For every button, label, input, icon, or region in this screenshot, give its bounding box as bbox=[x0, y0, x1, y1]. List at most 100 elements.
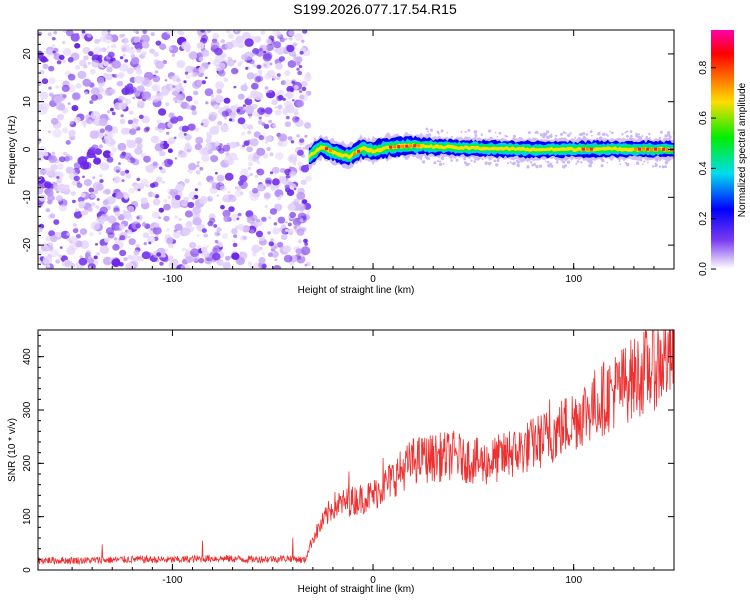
y-tick-label: 10 bbox=[22, 96, 33, 108]
noise-speckle bbox=[124, 59, 129, 63]
noise-speckle bbox=[201, 49, 210, 57]
noise-speckle bbox=[93, 189, 99, 194]
noise-speckle bbox=[141, 41, 150, 49]
noise-speckle bbox=[88, 51, 94, 57]
noise-speckle bbox=[198, 56, 204, 62]
noise-speckle bbox=[277, 241, 283, 247]
signal-fringe-dot bbox=[493, 159, 497, 163]
signal-fringe-dot bbox=[426, 157, 428, 160]
noise-speckle bbox=[82, 46, 91, 55]
noise-speckle bbox=[214, 239, 219, 244]
noise-speckle bbox=[107, 51, 115, 58]
noise-speckle bbox=[133, 36, 142, 44]
noise-speckle bbox=[245, 66, 249, 70]
noise-speckle bbox=[174, 157, 178, 160]
noise-speckle bbox=[152, 198, 161, 206]
noise-speckle bbox=[293, 111, 299, 116]
signal-fringe-dot bbox=[496, 135, 499, 138]
noise-speckle bbox=[286, 44, 295, 53]
noise-speckle bbox=[106, 66, 113, 73]
noise-speckle bbox=[56, 163, 64, 170]
noise-speckle bbox=[284, 38, 288, 41]
noise-speckle bbox=[244, 105, 255, 115]
noise-speckle bbox=[284, 184, 290, 190]
noise-speckle bbox=[289, 166, 293, 170]
noise-speckle bbox=[186, 148, 192, 153]
noise-speckle bbox=[117, 142, 127, 151]
noise-speckle bbox=[229, 141, 237, 149]
noise-speckle bbox=[266, 44, 274, 51]
noise-speckle bbox=[274, 258, 278, 262]
noise-speckle bbox=[90, 69, 96, 75]
noise-speckle bbox=[152, 85, 158, 91]
noise-speckle bbox=[282, 97, 286, 101]
noise-speckle bbox=[259, 47, 263, 52]
noise-speckle bbox=[261, 216, 267, 222]
noise-speckle bbox=[285, 104, 293, 111]
noise-speckle bbox=[249, 192, 259, 202]
noise-speckle bbox=[290, 140, 295, 144]
noise-speckle bbox=[161, 162, 165, 166]
noise-speckle bbox=[201, 34, 209, 42]
signal-fringe-dot bbox=[629, 130, 633, 134]
noise-speckle bbox=[73, 210, 83, 219]
noise-speckle bbox=[119, 56, 124, 60]
noise-speckle bbox=[272, 227, 280, 235]
noise-speckle bbox=[276, 76, 281, 81]
signal-fringe-dot bbox=[422, 160, 426, 164]
noise-speckle bbox=[111, 60, 122, 69]
noise-speckle bbox=[257, 183, 266, 192]
signal-fringe-dot bbox=[484, 161, 488, 165]
snr-y-axis-label: SNR (10 * v/v) bbox=[7, 418, 18, 482]
signal-fringe-dot bbox=[574, 136, 577, 139]
noise-speckle bbox=[192, 206, 202, 215]
noise-speckle bbox=[67, 155, 73, 161]
noise-speckle bbox=[273, 41, 281, 49]
noise-speckle bbox=[119, 223, 125, 230]
noise-speckle bbox=[237, 62, 242, 67]
noise-speckle bbox=[213, 104, 220, 110]
noise-speckle bbox=[244, 38, 254, 47]
noise-speckle bbox=[165, 30, 176, 36]
noise-speckle bbox=[156, 119, 162, 124]
snr-y-ticks: 0 100 200 300 400 bbox=[22, 334, 674, 573]
signal-fringe-dot bbox=[474, 134, 478, 137]
noise-speckle bbox=[38, 179, 49, 189]
noise-speckle bbox=[296, 99, 305, 108]
noise-speckle bbox=[100, 162, 110, 171]
noise-speckle bbox=[222, 195, 230, 203]
noise-speckle bbox=[155, 176, 163, 183]
colorbar-tick-label: 0.0 bbox=[698, 262, 709, 276]
noise-speckle bbox=[43, 152, 49, 157]
noise-speckle bbox=[280, 234, 288, 241]
noise-speckle bbox=[262, 53, 272, 62]
noise-speckle bbox=[83, 124, 87, 128]
noise-speckle bbox=[155, 40, 162, 46]
noise-speckle bbox=[184, 71, 189, 75]
noise-speckle bbox=[174, 215, 179, 219]
signal-fringe-dot bbox=[619, 163, 621, 166]
noise-speckle bbox=[188, 162, 197, 171]
signal-fringe-dot bbox=[581, 132, 586, 136]
noise-speckle bbox=[48, 154, 58, 164]
noise-speckle bbox=[205, 143, 213, 150]
noise-speckle bbox=[50, 117, 59, 125]
noise-speckle bbox=[284, 70, 291, 76]
noise-speckle bbox=[228, 118, 233, 122]
noise-speckle bbox=[159, 150, 166, 157]
noise-speckle bbox=[72, 228, 79, 234]
noise-speckle bbox=[174, 194, 181, 201]
noise-speckle bbox=[101, 30, 108, 37]
noise-speckle bbox=[53, 219, 60, 225]
noise-speckle bbox=[91, 54, 101, 63]
noise-speckle bbox=[75, 234, 81, 239]
noise-speckle bbox=[296, 67, 300, 71]
signal-fringe-dot bbox=[654, 162, 657, 165]
noise-speckle bbox=[183, 196, 189, 202]
noise-speckle bbox=[185, 65, 194, 74]
noise-speckle bbox=[110, 107, 114, 112]
noise-speckle bbox=[45, 208, 51, 213]
noise-speckle bbox=[178, 218, 182, 221]
noise-speckle bbox=[249, 229, 255, 234]
noise-speckle bbox=[126, 215, 133, 221]
